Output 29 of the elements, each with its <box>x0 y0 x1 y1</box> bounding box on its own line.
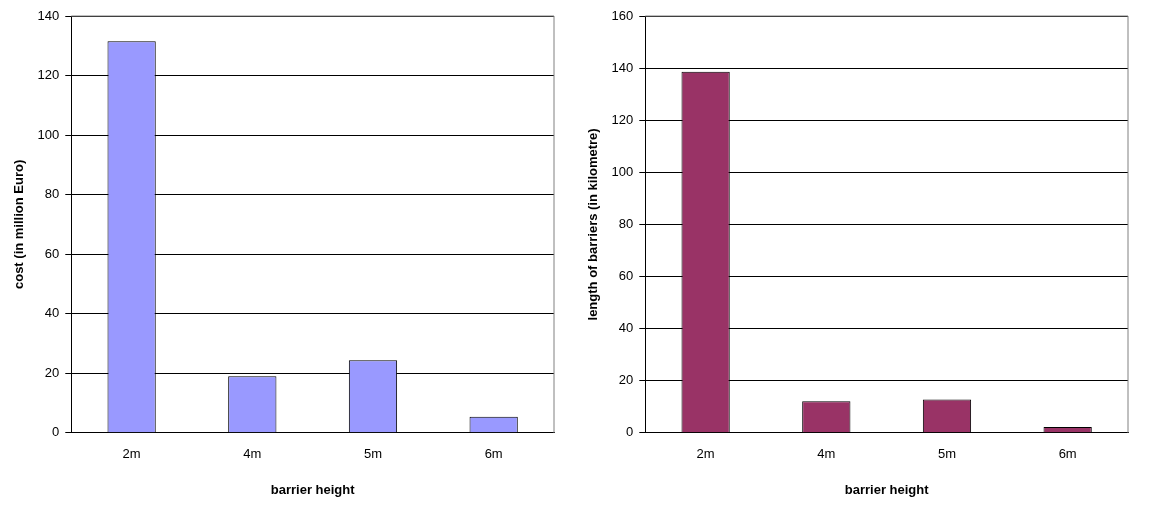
x-tick-label: 5m <box>363 446 383 462</box>
y-tick-label: 0 <box>626 424 634 440</box>
y-tick-label: 0 <box>52 424 60 440</box>
y-tick-label: 60 <box>44 245 60 261</box>
y-tick-label: 120 <box>37 67 60 83</box>
x-tick-label: 5m <box>937 446 957 462</box>
y-tick-label: 80 <box>618 215 634 231</box>
x-tick-label: 6m <box>484 446 503 462</box>
x-tick-label: 4m <box>243 446 262 462</box>
x-axis-title: barrier height <box>844 481 930 497</box>
y-tick-label: 100 <box>611 163 634 179</box>
y-tick-label: 100 <box>37 126 60 142</box>
x-tick-label: 2m <box>122 446 141 462</box>
y-tick-label: 40 <box>618 320 634 336</box>
y-axis-title: length of barriers (in kilometre) <box>585 128 601 321</box>
y-tick-label: 140 <box>37 7 60 23</box>
x-tick-label: 2m <box>696 446 715 462</box>
x-tick-label: 4m <box>817 446 836 462</box>
y-tick-label: 160 <box>611 7 634 23</box>
y-tick-label: 80 <box>44 186 60 202</box>
x-axis-title: barrier height <box>270 481 356 497</box>
y-axis-title: cost (in million Euro) <box>11 159 27 290</box>
y-tick-label: 120 <box>611 111 634 127</box>
x-tick-label: 6m <box>1058 446 1077 462</box>
y-tick-label: 20 <box>44 364 60 380</box>
y-tick-label: 40 <box>44 305 60 321</box>
y-tick-label: 140 <box>611 59 634 75</box>
y-tick-label: 20 <box>618 372 634 388</box>
y-tick-label: 60 <box>618 268 634 284</box>
